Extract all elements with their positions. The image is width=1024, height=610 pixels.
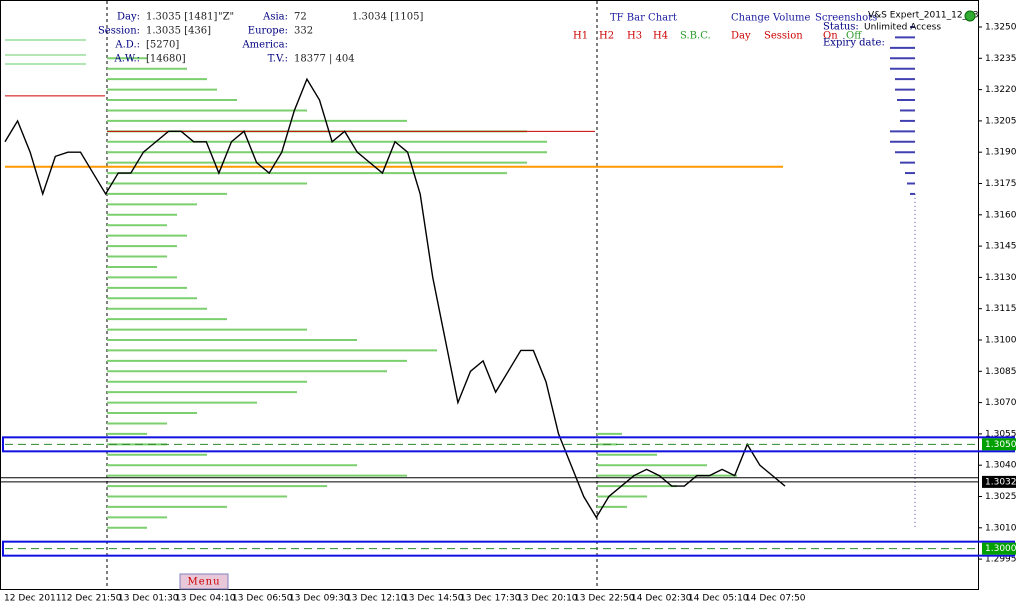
y-tick-label: 1.3070 [985, 398, 1017, 408]
y-tick-label: 1.3145 [985, 242, 1017, 252]
region-value: 332 [294, 26, 313, 37]
y-tick-label: 1.3205 [985, 116, 1017, 126]
expert-name: V&S Expert_2011_12_13 [868, 11, 979, 21]
x-tick-label: 13 Dec 06:50 [232, 594, 293, 604]
x-tick-label: 14 Dec 02:30 [631, 594, 692, 604]
x-tick-label: 14 Dec 05:10 [688, 594, 749, 604]
y-tick-label: 1.3055 [985, 429, 1017, 439]
x-tick-label: 13 Dec 17:30 [460, 594, 521, 604]
y-tick-label: 1.3025 [985, 492, 1017, 502]
y-tick-label: 1.3100 [985, 336, 1017, 346]
timeframe-button[interactable]: S.B.C. [680, 31, 711, 42]
price-marker-label: 1.3000 [985, 544, 1017, 554]
y-tick-label: 1.3175 [985, 179, 1017, 189]
status-icon [964, 10, 976, 22]
info-label: Session: [98, 26, 140, 37]
expiry-label: Expiry date: [823, 38, 885, 49]
menu-button[interactable]: Menu [187, 577, 220, 588]
price-marker-label: 1.3050 [985, 440, 1017, 450]
info-z: "Z" [218, 12, 234, 23]
toolbar-button[interactable]: Change Volume [731, 13, 810, 24]
chart-frame [0, 0, 979, 590]
price-marker [982, 438, 1016, 451]
last-price: 1.3034 [1105] [352, 12, 424, 23]
y-tick-label: 1.3040 [985, 461, 1017, 471]
timeframe-button[interactable]: Session [764, 31, 803, 42]
y-tick-label: 1.3085 [985, 367, 1017, 377]
x-tick-label: 14 Dec 07:50 [745, 594, 806, 604]
y-tick-label: 1.3235 [985, 54, 1017, 64]
region-value: 18377 | 404 [294, 54, 355, 65]
y-tick-label: 1.3250 [985, 23, 1017, 33]
x-tick-label: 13 Dec 01:30 [118, 594, 179, 604]
info-value: 1.3035 [436] [146, 26, 211, 37]
timeframe-button[interactable]: H4 [653, 31, 668, 42]
menu-button-bg[interactable] [179, 573, 229, 590]
y-tick-label: 1.3160 [985, 210, 1017, 220]
region-label: Europe: [248, 26, 288, 37]
x-tick-label: 13 Dec 12:10 [346, 594, 407, 604]
timeframe-button[interactable]: H3 [627, 31, 642, 42]
y-tick-label: 1.3190 [985, 148, 1017, 158]
x-tick-label: 13 Dec 14:50 [403, 594, 464, 604]
timeframe-button[interactable]: H1 [573, 31, 588, 42]
price-marker-label: 1.3032 [985, 477, 1017, 487]
toolbar-button[interactable]: Screenshots [815, 13, 877, 24]
price-marker [982, 475, 1016, 488]
x-tick-label: 13 Dec 09:30 [289, 594, 350, 604]
y-tick-label: 1.3130 [985, 273, 1017, 283]
region-label: Asia: [262, 12, 288, 23]
info-label: A.D.: [114, 40, 140, 51]
x-tick-label: 12 Dec 21:50 [61, 594, 122, 604]
timeframe-button[interactable]: Day [731, 31, 751, 42]
price-marker [982, 542, 1016, 555]
timeframe-button[interactable]: H2 [599, 31, 614, 42]
info-value: [5270] [146, 40, 179, 51]
x-tick-label: 13 Dec 22:50 [574, 594, 635, 604]
status-value: Unlimited Access [864, 23, 941, 33]
info-label: Day: [117, 12, 140, 23]
on-button[interactable]: On [823, 31, 838, 42]
toolbar-button[interactable]: TF Bar Chart [610, 13, 677, 24]
region-value: 72 [294, 12, 307, 23]
info-value: [14680] [146, 54, 186, 65]
x-tick-label: 12 Dec 2011 [4, 594, 62, 604]
info-label: A.W.: [114, 54, 140, 65]
price-line [4, 77, 786, 519]
x-tick-label: 13 Dec 20:10 [517, 594, 578, 604]
off-button[interactable]: Off [846, 31, 862, 42]
region-label: T.V.: [268, 54, 288, 65]
info-value: 1.3035 [1481] [146, 12, 218, 23]
y-tick-label: 1.3220 [985, 85, 1017, 95]
x-tick-label: 13 Dec 04:10 [175, 594, 236, 604]
y-tick-label: 1.3010 [985, 523, 1017, 533]
region-label: America: [241, 40, 288, 51]
y-tick-label: 1.2995 [985, 555, 1017, 565]
status-label: Status: [823, 22, 859, 33]
y-tick-label: 1.3115 [985, 304, 1017, 314]
